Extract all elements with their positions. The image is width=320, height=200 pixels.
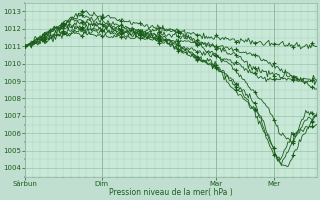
X-axis label: Pression niveau de la mer( hPa ): Pression niveau de la mer( hPa ): [109, 188, 233, 197]
